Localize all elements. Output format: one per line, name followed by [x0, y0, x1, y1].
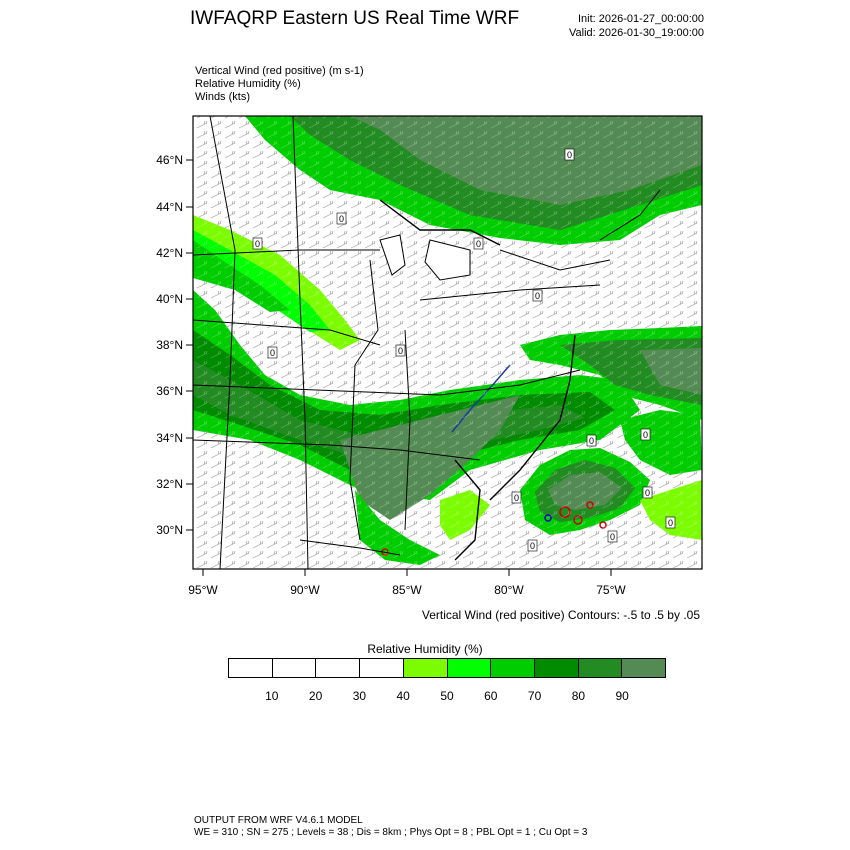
contour-label: 0: [642, 486, 653, 499]
svg-text:0: 0: [567, 150, 572, 160]
colorbar-swatch: [534, 659, 579, 677]
contour-label: 0: [267, 346, 278, 359]
svg-text:0: 0: [255, 239, 260, 249]
colorbar-swatch: [272, 659, 317, 677]
lon-label: 85°W: [392, 583, 422, 597]
init-time: Init: 2026-01-27_00:00:00: [578, 13, 704, 25]
lat-label: 30°N: [156, 523, 183, 537]
contour-label: 0: [607, 530, 618, 543]
contour-label: 0: [532, 289, 543, 302]
lon-axis: 95°W 90°W 85°W 80°W 75°W: [188, 569, 626, 597]
colorbar-label: 50: [440, 689, 454, 703]
contour-label: 0: [640, 428, 651, 441]
contour-label: 0: [586, 434, 597, 447]
contour-label: 0: [564, 148, 575, 161]
footer-config: WE = 310 ; SN = 275 ; Levels = 38 ; Dis …: [194, 827, 588, 838]
svg-text:0: 0: [270, 348, 275, 358]
colorbar-swatch: [578, 659, 623, 677]
field-relative-humidity: Relative Humidity (%): [195, 78, 301, 90]
colorbar-swatch: [360, 659, 404, 677]
map-field: [193, 116, 702, 569]
colorbar-label: 90: [615, 689, 629, 703]
plot-title: IWFAQRP Eastern US Real Time WRF: [190, 8, 520, 29]
lon-label: 80°W: [494, 583, 524, 597]
colorbar-swatch: [491, 659, 535, 677]
contour-labels: 0 0 0 0 0 0 0 0 0 0 0 0 0 0: [252, 148, 676, 552]
svg-text:0: 0: [476, 239, 481, 249]
colorbar-title: Relative Humidity (%): [367, 642, 483, 656]
colorbar-swatch: [229, 659, 273, 677]
svg-text:0: 0: [645, 488, 650, 498]
contour-label: 0: [252, 237, 263, 250]
colorbar-swatch: [316, 659, 361, 677]
footer: OUTPUT FROM WRF V4.6.1 MODEL WE = 310 ; …: [194, 815, 587, 839]
colorbar-label: 10: [265, 689, 279, 703]
weather-map: 0 0 0 0 0 0 0 0 0 0 0 0 0 0 46°N 44°N 42…: [156, 115, 703, 597]
lat-label: 38°N: [156, 338, 183, 352]
colorbar-label: 30: [352, 689, 367, 703]
lon-label: 75°W: [596, 583, 626, 597]
field-vertical-wind: Vertical Wind (red positive) (m s-1): [195, 65, 364, 77]
valid-time: Valid: 2026-01-30_19:00:00: [569, 27, 704, 39]
contour-label: 0: [511, 491, 522, 504]
lon-label: 95°W: [188, 583, 218, 597]
colorbar-label: 80: [571, 689, 586, 703]
colorbar-swatch: [447, 659, 492, 677]
colorbar-label: 40: [396, 689, 410, 703]
svg-text:0: 0: [530, 541, 535, 551]
contour-note: Vertical Wind (red positive) Contours: -…: [421, 608, 700, 622]
colorbar-swatch: [403, 659, 448, 677]
svg-text:0: 0: [610, 532, 615, 542]
svg-text:0: 0: [398, 346, 403, 356]
field-list: Vertical Wind (red positive) (m s-1) Rel…: [195, 65, 364, 104]
field-winds: Winds (kts): [195, 91, 250, 103]
lat-label: 46°N: [156, 153, 183, 167]
svg-text:0: 0: [535, 291, 540, 301]
map-frame: [192, 115, 703, 570]
lat-axis: 46°N 44°N 42°N 40°N 38°N 36°N 34°N 32°N …: [156, 153, 193, 537]
colorbar-label: 20: [308, 689, 323, 703]
svg-text:0: 0: [589, 436, 594, 446]
svg-text:0: 0: [339, 214, 344, 224]
contour-label: 0: [665, 516, 676, 529]
contour-label: 0: [336, 212, 347, 225]
lat-label: 36°N: [156, 384, 183, 398]
contour-label: 0: [527, 539, 538, 552]
lon-label: 90°W: [290, 583, 320, 597]
lat-label: 44°N: [156, 200, 183, 214]
colorbar-swatch: [622, 659, 666, 677]
colorbar-labels: 10 20 30 40 50 60 70 80 90: [228, 689, 666, 705]
boundaries: [193, 116, 661, 569]
lat-label: 40°N: [156, 292, 183, 306]
footer-model: OUTPUT FROM WRF V4.6.1 MODEL: [194, 815, 363, 826]
contour-label: 0: [473, 237, 484, 250]
lat-label: 42°N: [156, 246, 183, 260]
svg-text:0: 0: [668, 518, 673, 528]
contour-label: 0: [395, 344, 406, 357]
colorbar-label: 70: [527, 689, 542, 703]
colorbar-label: 60: [484, 689, 498, 703]
colorbar: [228, 658, 666, 678]
svg-text:0: 0: [514, 493, 519, 503]
lat-label: 34°N: [156, 431, 183, 445]
lat-label: 32°N: [156, 477, 183, 491]
run-times: Init: 2026-01-27_00:00:00 Valid: 2026-01…: [569, 12, 704, 40]
svg-text:0: 0: [643, 430, 648, 440]
